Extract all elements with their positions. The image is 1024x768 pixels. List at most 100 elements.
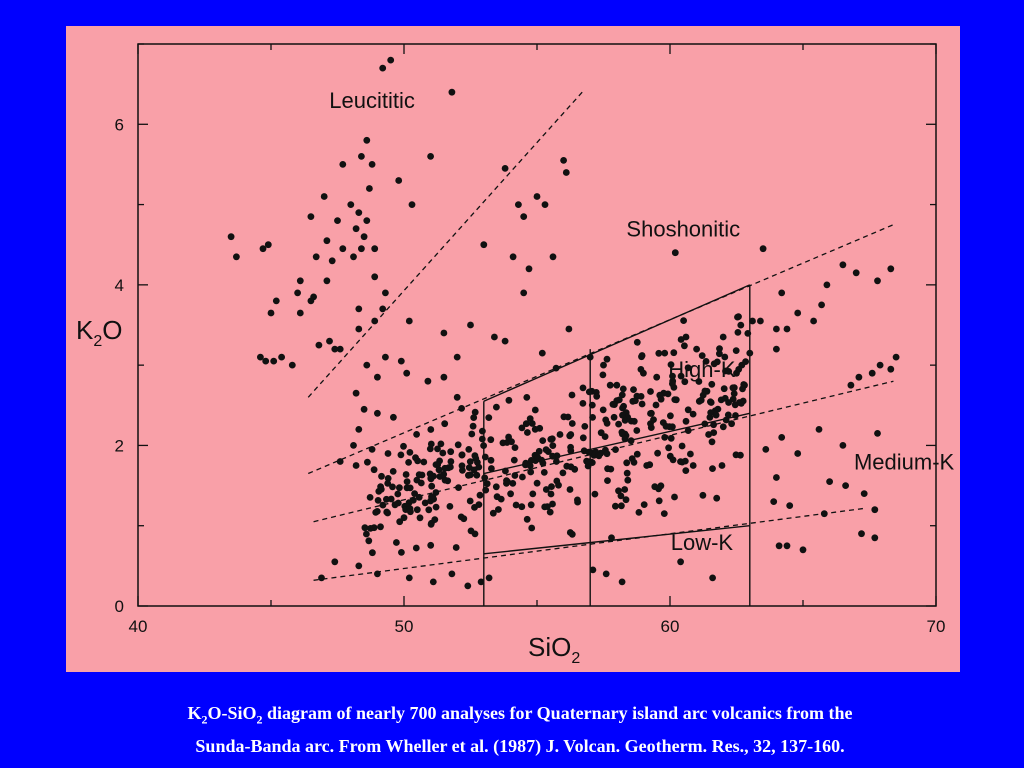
data-point xyxy=(595,452,603,460)
data-point xyxy=(603,450,611,458)
data-point xyxy=(458,462,466,470)
y-axis-title: K2O xyxy=(76,315,122,350)
data-point xyxy=(684,364,692,372)
data-point xyxy=(585,388,593,396)
data-point xyxy=(555,481,562,489)
data-point xyxy=(379,305,387,313)
data-point xyxy=(737,399,745,407)
data-point xyxy=(716,350,723,358)
data-point xyxy=(358,153,365,160)
data-point xyxy=(734,313,741,321)
data-point xyxy=(475,501,483,508)
data-point xyxy=(671,493,678,501)
data-point xyxy=(515,201,522,209)
data-point xyxy=(637,393,645,400)
data-point xyxy=(371,245,379,253)
data-point xyxy=(371,273,379,281)
data-point xyxy=(721,353,729,361)
data-point xyxy=(406,449,414,456)
data-point xyxy=(384,480,392,487)
data-point xyxy=(742,358,749,365)
data-point xyxy=(518,503,526,511)
x-tick-label: 40 xyxy=(129,617,148,636)
data-point xyxy=(518,424,526,432)
data-point xyxy=(413,476,421,484)
data-point xyxy=(732,451,740,459)
data-point xyxy=(270,357,278,365)
data-point xyxy=(377,485,385,493)
data-point xyxy=(615,396,623,404)
solid-boundary-line xyxy=(483,284,751,402)
data-point xyxy=(502,467,509,475)
data-point xyxy=(678,458,686,466)
data-point xyxy=(566,486,574,493)
data-point xyxy=(458,451,466,459)
data-point xyxy=(384,509,391,517)
data-point xyxy=(379,64,387,72)
data-point xyxy=(720,385,728,393)
data-point xyxy=(567,447,575,455)
y-tick-label: 4 xyxy=(115,276,124,295)
data-point xyxy=(347,201,355,209)
data-point xyxy=(408,201,416,209)
data-point xyxy=(493,403,500,411)
data-point xyxy=(562,169,570,176)
data-point xyxy=(519,473,526,481)
data-point xyxy=(651,483,659,491)
data-point xyxy=(633,427,641,434)
data-point xyxy=(618,578,626,586)
data-point xyxy=(447,463,454,471)
data-point xyxy=(579,384,587,392)
data-point xyxy=(671,249,679,257)
data-point xyxy=(416,514,424,522)
data-point xyxy=(491,333,498,341)
data-point xyxy=(549,253,557,261)
data-point xyxy=(823,281,831,289)
data-point xyxy=(699,391,707,399)
data-point xyxy=(440,470,448,478)
data-point xyxy=(466,458,474,465)
data-point xyxy=(681,378,689,386)
data-point xyxy=(635,509,643,516)
data-point xyxy=(621,435,629,443)
data-point xyxy=(564,413,572,421)
data-point xyxy=(652,401,660,409)
data-point xyxy=(467,527,475,535)
data-point xyxy=(852,269,860,277)
data-point xyxy=(603,355,611,363)
data-point xyxy=(568,391,576,399)
data-point xyxy=(296,277,304,285)
data-point xyxy=(483,480,491,488)
data-point xyxy=(892,353,900,361)
data-point xyxy=(352,462,360,469)
data-point xyxy=(522,420,530,428)
data-point xyxy=(638,353,645,361)
data-point xyxy=(452,544,460,551)
data-point xyxy=(740,381,748,388)
data-point xyxy=(403,478,411,485)
data-point xyxy=(667,434,675,442)
data-point xyxy=(540,469,548,476)
data-point xyxy=(398,549,405,556)
data-point xyxy=(541,201,549,209)
data-point xyxy=(762,446,770,453)
data-point xyxy=(400,514,408,522)
data-point xyxy=(528,524,536,532)
data-point xyxy=(539,437,547,444)
data-point xyxy=(773,474,780,481)
data-point xyxy=(746,349,754,357)
data-point xyxy=(432,489,440,496)
data-point xyxy=(429,578,437,586)
data-point xyxy=(425,506,433,514)
data-point xyxy=(553,458,560,465)
data-point xyxy=(470,414,478,421)
data-point xyxy=(415,493,423,501)
data-point xyxy=(724,411,732,419)
data-point xyxy=(326,337,333,345)
data-point xyxy=(744,330,752,337)
data-point xyxy=(716,345,723,352)
data-point xyxy=(361,524,369,532)
data-point xyxy=(556,431,564,438)
data-point xyxy=(355,562,363,570)
data-point xyxy=(378,472,385,480)
